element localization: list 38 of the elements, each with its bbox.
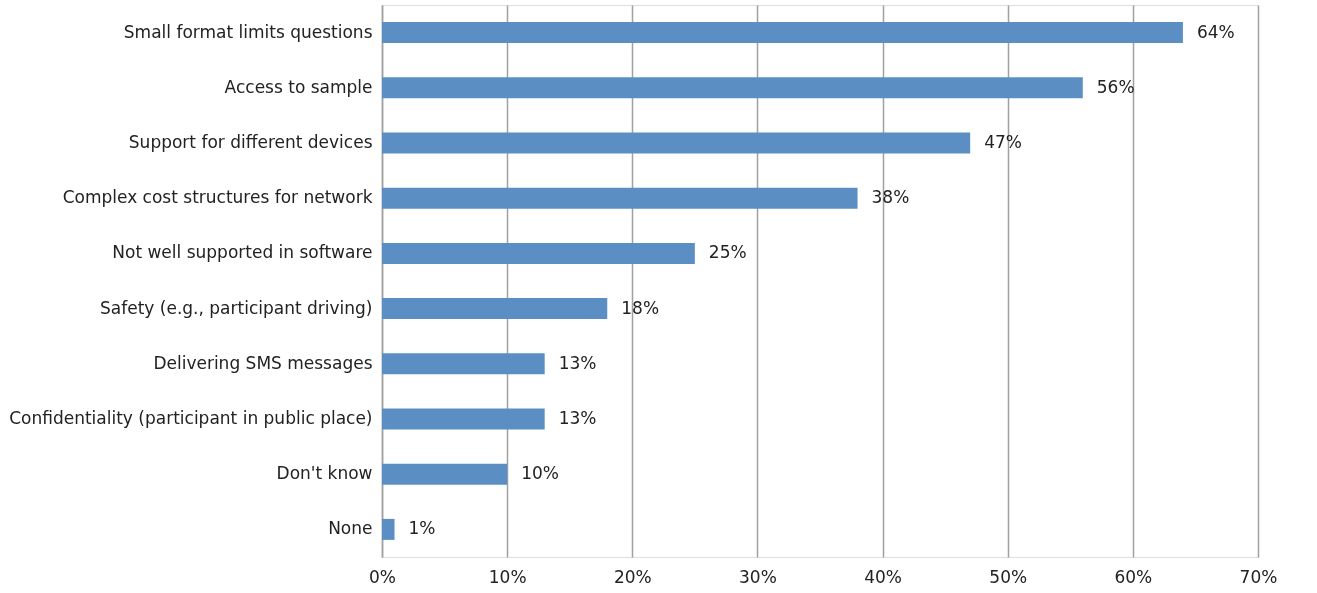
bar (382, 132, 971, 154)
y-tick-label: Delivering SMS messages (153, 352, 373, 373)
y-tick-label: Complex cost structures for network (62, 187, 373, 208)
bar (382, 187, 858, 209)
data-label: 38% (871, 187, 910, 208)
data-label: 13% (558, 352, 597, 373)
data-label: 47% (984, 132, 1022, 152)
y-tick-label: Don't know (276, 463, 373, 484)
x-tick-label: 0% (369, 566, 396, 587)
y-tick-label: Access to sample (224, 76, 373, 97)
bar (382, 242, 695, 264)
bar (382, 353, 545, 375)
bar (382, 408, 545, 430)
x-tick-label: 70% (1239, 566, 1278, 587)
bar (382, 298, 608, 320)
data-label: 64% (1196, 21, 1235, 42)
data-label: 13% (558, 408, 597, 428)
y-tick-label: None (328, 518, 373, 539)
x-tick-label: 40% (864, 566, 902, 587)
data-label: 18% (621, 297, 660, 318)
x-tick-label: 50% (989, 566, 1028, 587)
data-label: 1% (408, 518, 436, 539)
x-tick-label: 60% (1114, 566, 1153, 587)
data-label: 56% (1096, 76, 1135, 97)
y-tick-label: Not well supported in software (112, 242, 373, 263)
data-label: 25% (708, 242, 747, 263)
y-tick-label: Small format limits questions (123, 21, 373, 42)
bar (382, 22, 1183, 44)
x-tick-label: 10% (488, 566, 527, 587)
bar (382, 77, 1083, 99)
y-tick-label: Safety (e.g., participant driving) (100, 297, 373, 318)
bar (382, 463, 508, 485)
x-tick-label: 20% (613, 566, 652, 587)
y-tick-label: Support for different devices (128, 132, 373, 152)
bar (382, 518, 395, 540)
data-label: 10% (521, 463, 559, 484)
y-tick-label: Confidentiality (participant in public place) (9, 408, 373, 428)
x-tick-label: 30% (739, 566, 777, 587)
